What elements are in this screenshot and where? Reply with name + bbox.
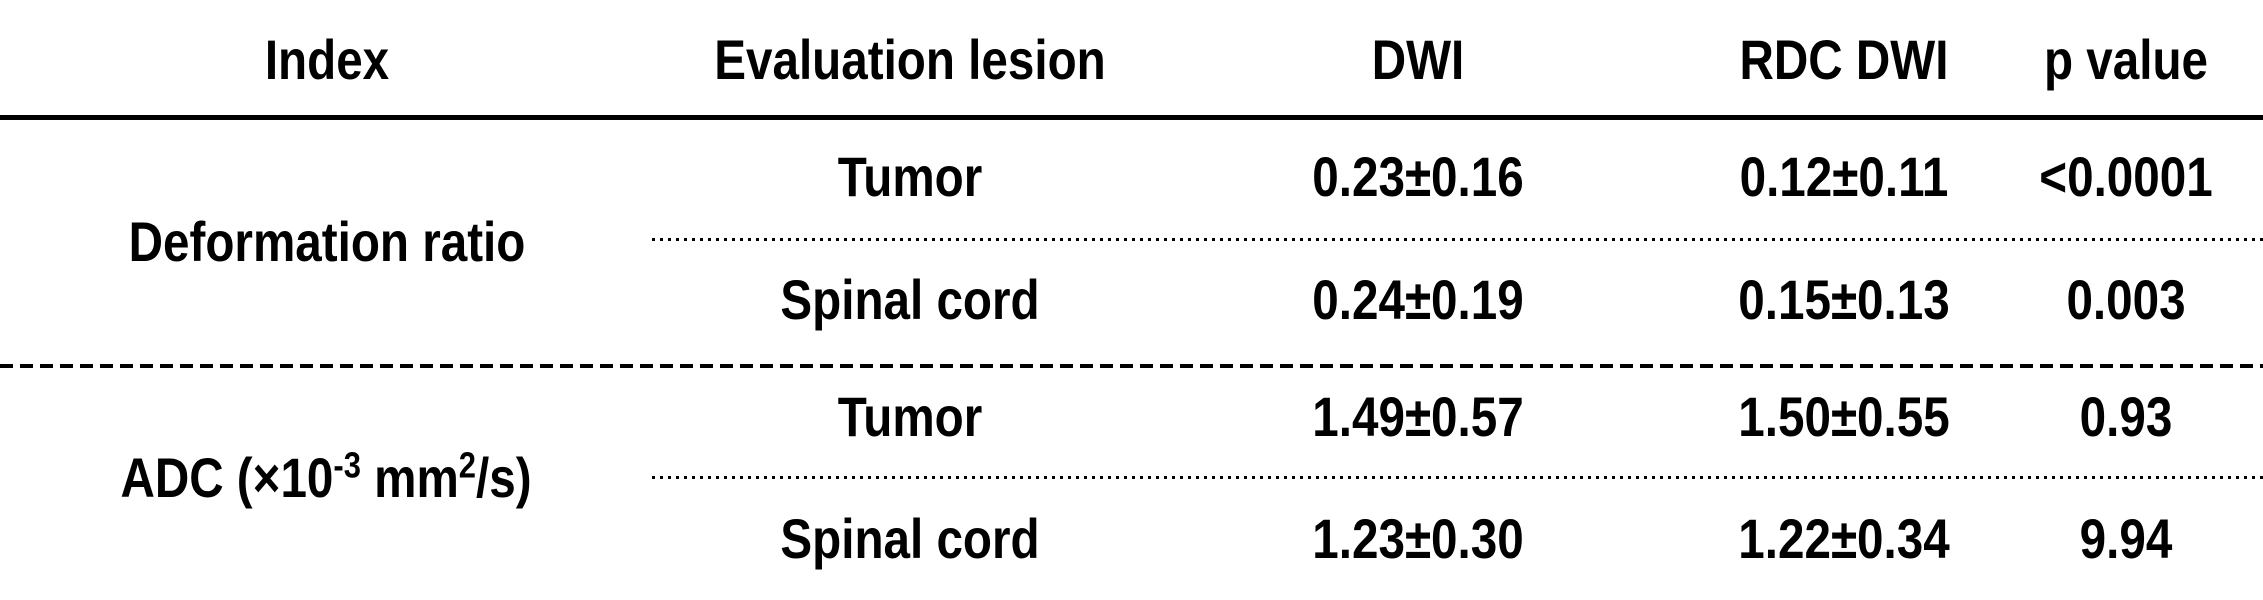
dwi-value: 0.24±0.19 bbox=[1312, 268, 1524, 331]
column-header-dwi-label: DWI bbox=[1371, 28, 1465, 91]
cell-dwi-s1r1: 0.23±0.16 bbox=[1294, 149, 1543, 205]
p-value: 0.003 bbox=[2066, 268, 2186, 331]
adc-label-pre: ADC (×10 bbox=[120, 446, 334, 509]
column-header-evaluation-lesion-label: Evaluation lesion bbox=[714, 28, 1106, 91]
cell-dwi-s1r2: 0.24±0.19 bbox=[1294, 272, 1543, 328]
cell-p-value-s1r1: <0.0001 bbox=[2024, 149, 2228, 205]
column-header-rdc-dwi: RDC DWI bbox=[1721, 32, 1967, 88]
dwi-value: 1.23±0.30 bbox=[1312, 507, 1524, 570]
dotted-separator-section2 bbox=[652, 476, 2263, 479]
cell-dwi-s2r1: 1.49±0.57 bbox=[1294, 389, 1543, 445]
p-value: 9.94 bbox=[2079, 507, 2173, 570]
lesion-value: Spinal cord bbox=[780, 268, 1040, 331]
cell-rdc-dwi-s2r2: 1.22±0.34 bbox=[1720, 511, 1969, 567]
p-value: <0.0001 bbox=[2039, 145, 2213, 208]
rdc-dwi-value: 0.12±0.11 bbox=[1739, 145, 1949, 208]
cell-rdc-dwi-s1r2: 0.15±0.13 bbox=[1720, 272, 1969, 328]
column-header-p-value: p value bbox=[2030, 32, 2223, 88]
column-header-evaluation-lesion: Evaluation lesion bbox=[680, 32, 1141, 88]
lesion-value: Tumor bbox=[837, 145, 983, 208]
adc-label-mid: mm bbox=[360, 446, 459, 509]
column-header-rdc-dwi-label: RDC DWI bbox=[1739, 28, 1949, 91]
cell-lesion-s2r1: Tumor bbox=[825, 389, 995, 445]
cell-lesion-s1r2: Spinal cord bbox=[758, 272, 1063, 328]
dotted-separator-section1 bbox=[652, 238, 2263, 241]
column-header-index: Index bbox=[254, 32, 400, 88]
rdc-dwi-value: 0.15±0.13 bbox=[1738, 268, 1950, 331]
cell-p-value-s2r1: 0.93 bbox=[2072, 389, 2181, 445]
adc-label-exponent: -3 bbox=[333, 444, 361, 486]
adc-label-squared: 2 bbox=[458, 444, 476, 486]
deformation-ratio-label: Deformation ratio bbox=[128, 210, 526, 273]
adc-label: ADC (×10-3 mm2/s) bbox=[120, 447, 531, 506]
dashed-separator-sections bbox=[0, 364, 2263, 368]
header-rule bbox=[0, 115, 2263, 120]
cell-rdc-dwi-s2r1: 1.50±0.55 bbox=[1720, 389, 1969, 445]
cell-p-value-s2r2: 9.94 bbox=[2072, 511, 2181, 567]
dwi-value: 0.23±0.16 bbox=[1312, 145, 1524, 208]
cell-lesion-s1r1: Tumor bbox=[825, 149, 995, 205]
rdc-dwi-value: 1.22±0.34 bbox=[1738, 507, 1950, 570]
cell-rdc-dwi-s1r1: 0.12±0.11 bbox=[1721, 149, 1967, 205]
column-header-dwi: DWI bbox=[1364, 32, 1473, 88]
cell-dwi-s2r2: 1.23±0.30 bbox=[1294, 511, 1543, 567]
rdc-dwi-value: 1.50±0.55 bbox=[1738, 385, 1950, 448]
cell-p-value-s1r2: 0.003 bbox=[2056, 272, 2196, 328]
row-group-label-deformation-ratio: Deformation ratio bbox=[94, 214, 561, 270]
row-group-label-adc: ADC (×10-3 mm2/s) bbox=[84, 447, 568, 506]
adc-label-post: /s) bbox=[475, 446, 532, 509]
dwi-value: 1.49±0.57 bbox=[1312, 385, 1524, 448]
cell-lesion-s2r2: Spinal cord bbox=[758, 511, 1063, 567]
p-value: 0.93 bbox=[2079, 385, 2173, 448]
column-header-index-label: Index bbox=[264, 28, 390, 91]
column-header-p-value-label: p value bbox=[2043, 28, 2209, 91]
lesion-value: Tumor bbox=[837, 385, 983, 448]
lesion-value: Spinal cord bbox=[780, 507, 1040, 570]
